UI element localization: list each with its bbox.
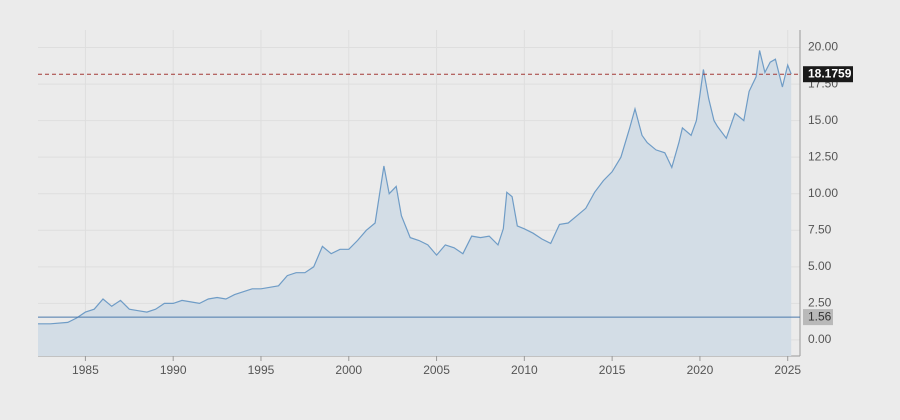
reference-label: 18.1759	[808, 66, 852, 80]
x-tick-label: 2005	[423, 363, 450, 377]
y-tick-label: 12.50	[808, 149, 838, 163]
y-tick-label: 10.00	[808, 186, 838, 200]
y-tick-label: 15.00	[808, 113, 838, 127]
area	[38, 50, 792, 356]
y-tick-label: 7.50	[808, 222, 832, 236]
x-tick-label: 2010	[511, 363, 538, 377]
y-tick-label: 5.00	[808, 259, 832, 273]
x-tick-label: 2000	[335, 363, 362, 377]
x-tick-label: 1995	[248, 363, 275, 377]
reference-label: 1.56	[808, 309, 832, 323]
y-tick-label: 0.00	[808, 332, 832, 346]
x-tick-label: 2020	[687, 363, 714, 377]
reference-label-box	[803, 309, 833, 326]
x-tick-label: 1990	[160, 363, 187, 377]
x-tick-label: 2015	[599, 363, 626, 377]
x-tick-label: 2025	[774, 363, 801, 377]
line	[38, 50, 792, 325]
reference-label-box	[803, 66, 853, 83]
x-tick-label: 1985	[72, 363, 99, 377]
y-tick-label: 20.00	[808, 40, 838, 54]
y-tick-label: 2.50	[808, 296, 832, 310]
